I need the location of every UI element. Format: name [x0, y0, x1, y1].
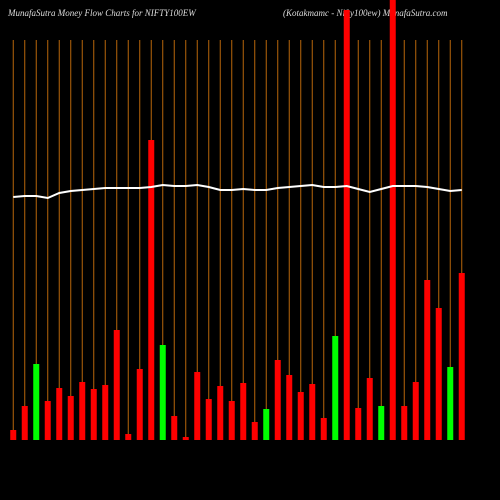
bar [90, 389, 97, 440]
bar [240, 383, 247, 440]
bar [182, 437, 189, 440]
bar [171, 416, 178, 440]
bar [401, 406, 408, 440]
bar [56, 388, 63, 440]
bar [67, 396, 74, 440]
bar [33, 364, 40, 440]
bar [125, 434, 132, 440]
bar [435, 308, 442, 440]
bar [378, 406, 385, 440]
bar [21, 406, 28, 440]
bar [274, 360, 281, 440]
bar [136, 369, 143, 440]
bar [251, 422, 258, 440]
chart-subtitle: (Kotakmamc - Nifty100ew) MunafaSutra.com [283, 8, 448, 18]
bar [263, 409, 270, 440]
bar [389, 0, 396, 440]
bar [44, 401, 51, 440]
bar [355, 408, 362, 440]
bar [297, 392, 304, 440]
bar [102, 385, 109, 440]
bar [194, 372, 201, 440]
bar [343, 10, 350, 440]
bar [412, 382, 419, 440]
bar [447, 367, 454, 440]
bar [148, 140, 155, 440]
bar [10, 430, 17, 440]
bar [286, 375, 293, 440]
line [13, 183, 462, 200]
bar [332, 336, 339, 440]
bar [205, 399, 212, 440]
bar [424, 280, 431, 440]
bar [113, 330, 120, 440]
bar [320, 418, 327, 440]
bar [159, 345, 166, 440]
bar [458, 273, 465, 440]
bar [228, 401, 235, 440]
chart-title: MunafaSutra Money Flow Charts for NIFTY1… [7, 8, 197, 18]
bar [309, 384, 316, 440]
bar [79, 382, 86, 440]
bar [366, 378, 373, 440]
bar [217, 386, 224, 440]
